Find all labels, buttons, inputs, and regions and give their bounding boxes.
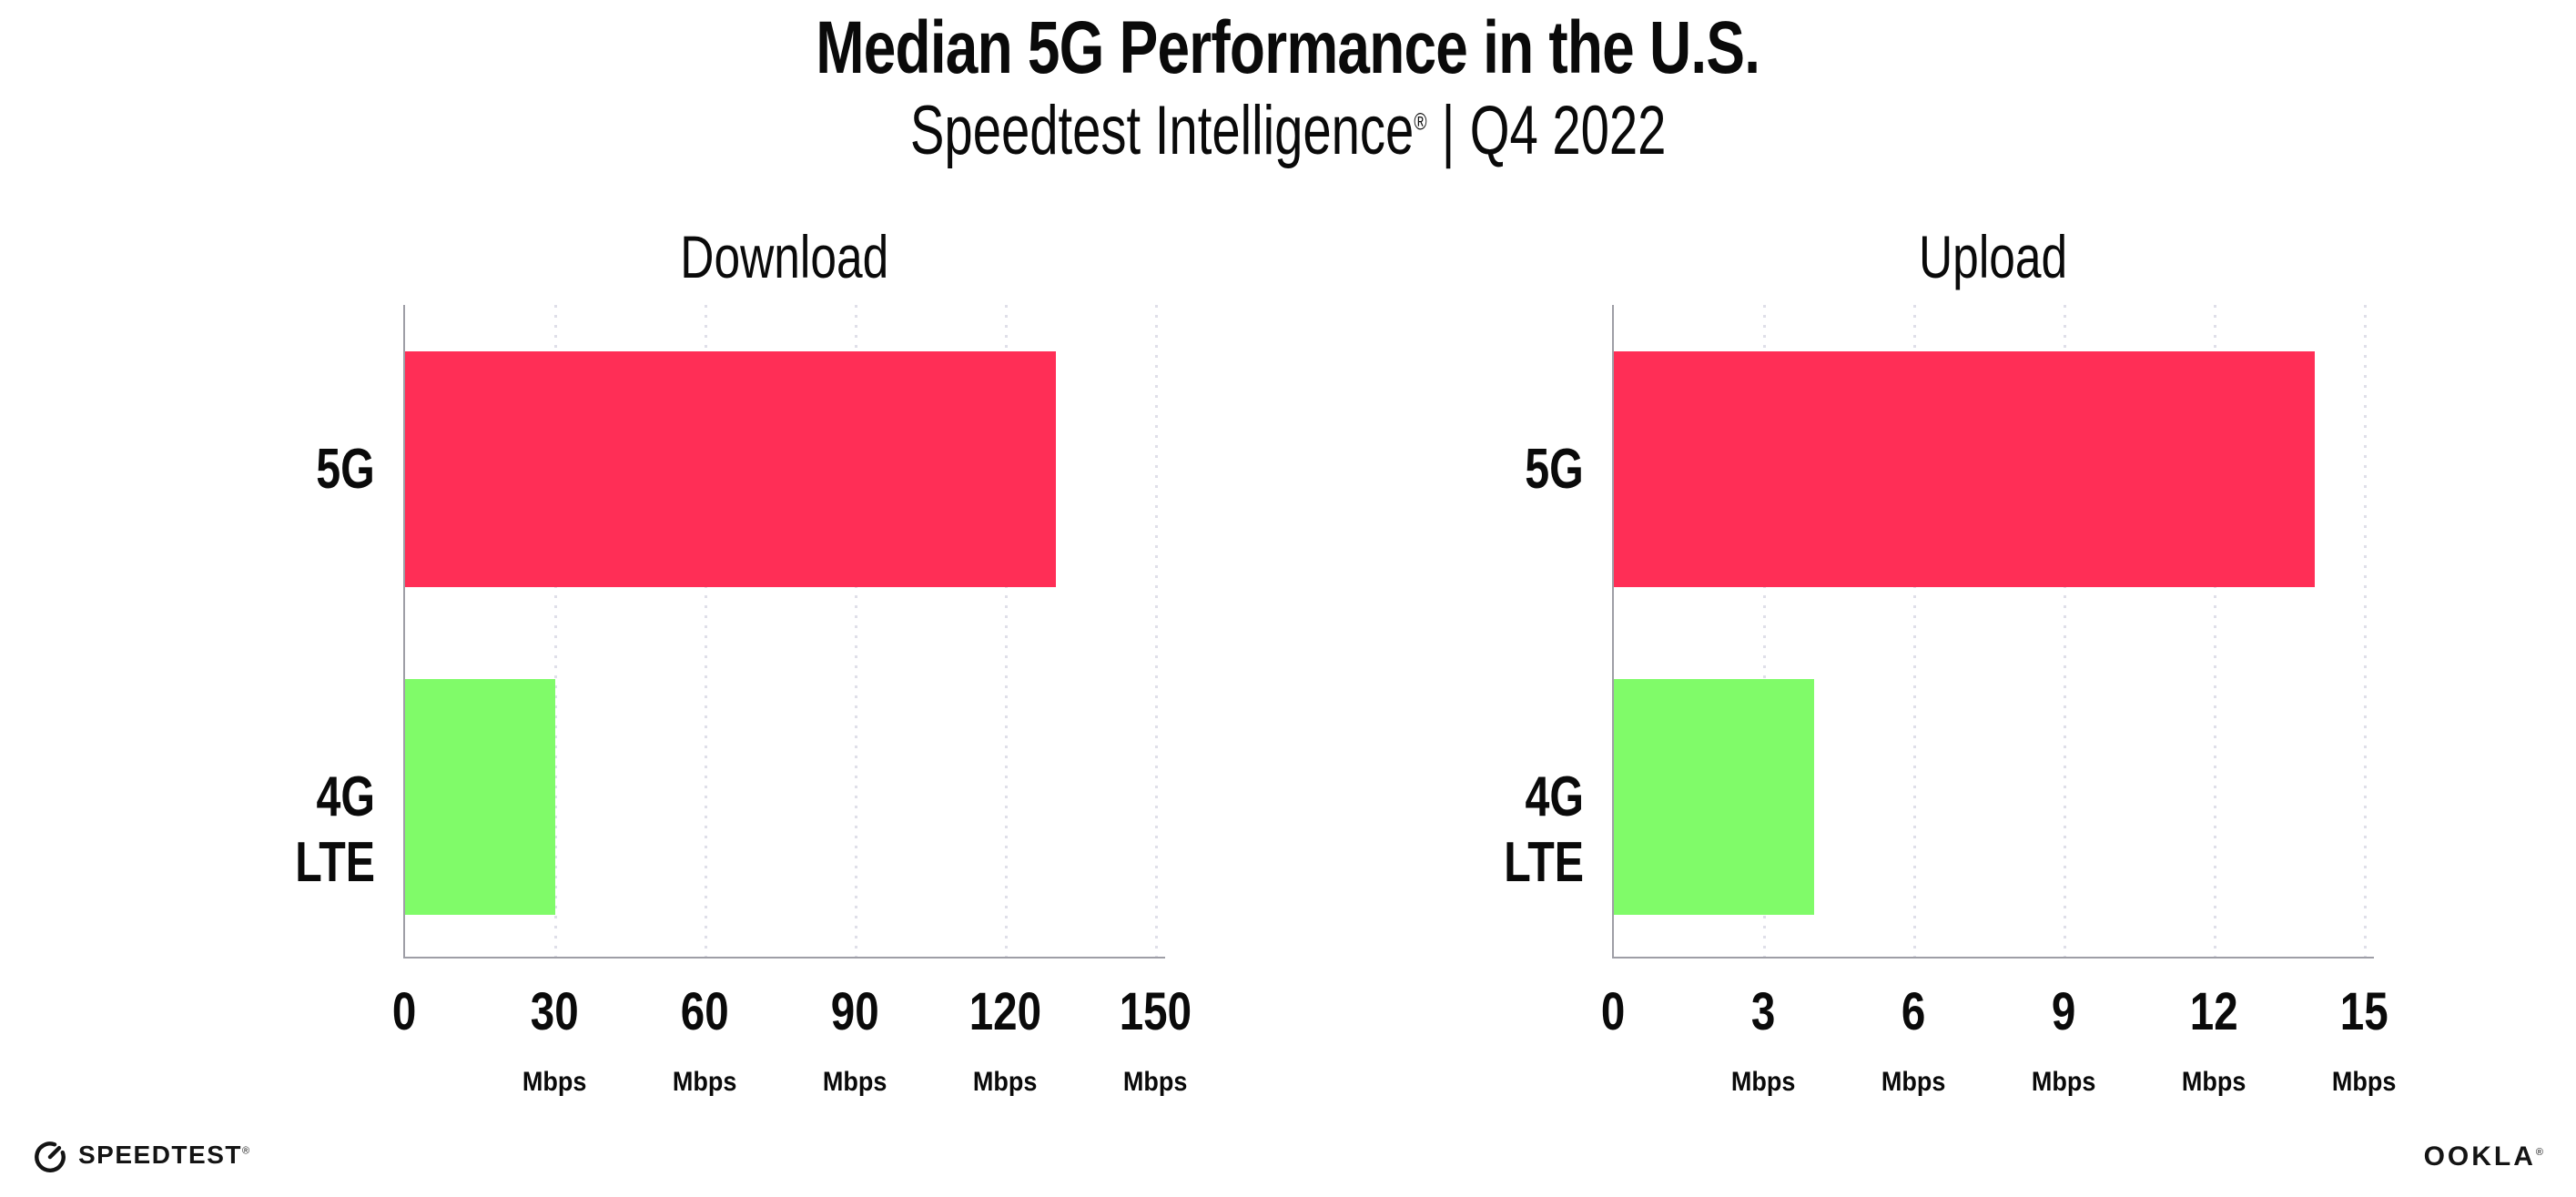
x-tick-label-60: 60 xyxy=(680,982,729,1041)
ookla-registered-mark: ® xyxy=(2535,1147,2546,1158)
category-label-4g-lte: 4G LTE xyxy=(295,766,375,894)
plot-area-download xyxy=(403,305,1165,959)
x-unit-label-60: Mbps xyxy=(672,1067,737,1097)
bar-4g-lte xyxy=(1614,679,1814,915)
gridline-12 xyxy=(2214,305,2216,957)
x-unit-label-120: Mbps xyxy=(972,1067,1038,1097)
gridline-3 xyxy=(1763,305,1766,957)
gridline-60 xyxy=(705,305,707,957)
x-tick-label-30: 30 xyxy=(530,982,579,1041)
ookla-text: OOKLA xyxy=(2423,1141,2536,1172)
speedtest-wordmark: SPEEDTEST® xyxy=(78,1141,251,1170)
page-title-text: Median 5G Performance in the U.S. xyxy=(816,6,1761,89)
x-tick-label-3: 3 xyxy=(1750,982,1776,1041)
gridline-9 xyxy=(2064,305,2066,957)
category-label-5g: 5G xyxy=(1525,438,1584,501)
chart-title-download: Download xyxy=(680,223,888,290)
x-unit-label-6: Mbps xyxy=(1881,1067,1946,1097)
x-unit-label-90: Mbps xyxy=(822,1067,887,1097)
x-unit-label-150: Mbps xyxy=(1122,1067,1188,1097)
gridline-15 xyxy=(2364,305,2367,957)
gridline-30 xyxy=(554,305,557,957)
speedtest-registered-mark: ® xyxy=(241,1145,251,1157)
page-subtitle-text: Speedtest Intelligence® | Q4 2022 xyxy=(910,91,1667,170)
x-tick-label-15: 15 xyxy=(2339,982,2388,1041)
download-chart-panel: Download 5G 4G LTE 0 30 Mbps 60 Mbps 90 Mbps 120 Mb… xyxy=(237,218,1191,1138)
x-unit-label-9: Mbps xyxy=(2031,1067,2096,1097)
bar-5g xyxy=(1614,351,2315,587)
x-tick-label-120: 120 xyxy=(969,982,1041,1041)
gridline-6 xyxy=(1913,305,1916,957)
subtitle-brand: Speedtest Intelligence xyxy=(909,92,1415,169)
speedtest-gauge-icon xyxy=(31,1136,69,1174)
x-tick-label-90: 90 xyxy=(830,982,879,1041)
chart-title-upload: Upload xyxy=(1918,223,2068,290)
x-tick-label-9: 9 xyxy=(2051,982,2076,1041)
x-tick-label-6: 6 xyxy=(1901,982,1926,1041)
plot-area-upload xyxy=(1612,305,2374,959)
ookla-logo: OOKLA® xyxy=(2424,1141,2546,1172)
x-unit-label-12: Mbps xyxy=(2181,1067,2246,1097)
registered-mark: ® xyxy=(1414,107,1427,136)
x-tick-label-12: 12 xyxy=(2189,982,2238,1041)
bar-4g-lte xyxy=(405,679,555,915)
page-title: Median 5G Performance in the U.S. xyxy=(0,5,2576,91)
upload-chart-panel: Upload 5G 4G LTE 0 3 Mbps 6 Mbps 9 Mbps 12 Mbps 15 Mb… xyxy=(1445,218,2396,1138)
x-unit-label-30: Mbps xyxy=(522,1067,587,1097)
subtitle-separator: | xyxy=(1441,92,1455,169)
category-label-5g: 5G xyxy=(316,438,375,501)
x-unit-label-15: Mbps xyxy=(2331,1067,2397,1097)
x-unit-label-3: Mbps xyxy=(1730,1067,1796,1097)
x-tick-label-0: 0 xyxy=(391,982,417,1041)
page-subtitle: Speedtest Intelligence® | Q4 2022 xyxy=(0,91,2576,170)
bar-5g xyxy=(405,351,1056,587)
speedtest-logo: SPEEDTEST® xyxy=(31,1136,251,1174)
category-label-4g-lte: 4G LTE xyxy=(1504,766,1584,894)
speedtest-text: SPEEDTEST xyxy=(78,1141,242,1169)
x-tick-label-0: 0 xyxy=(1600,982,1626,1041)
gridline-120 xyxy=(1005,305,1008,957)
subtitle-period: Q4 2022 xyxy=(1469,92,1667,169)
gridline-150 xyxy=(1155,305,1158,957)
x-tick-label-150: 150 xyxy=(1119,982,1192,1041)
gridline-90 xyxy=(855,305,857,957)
